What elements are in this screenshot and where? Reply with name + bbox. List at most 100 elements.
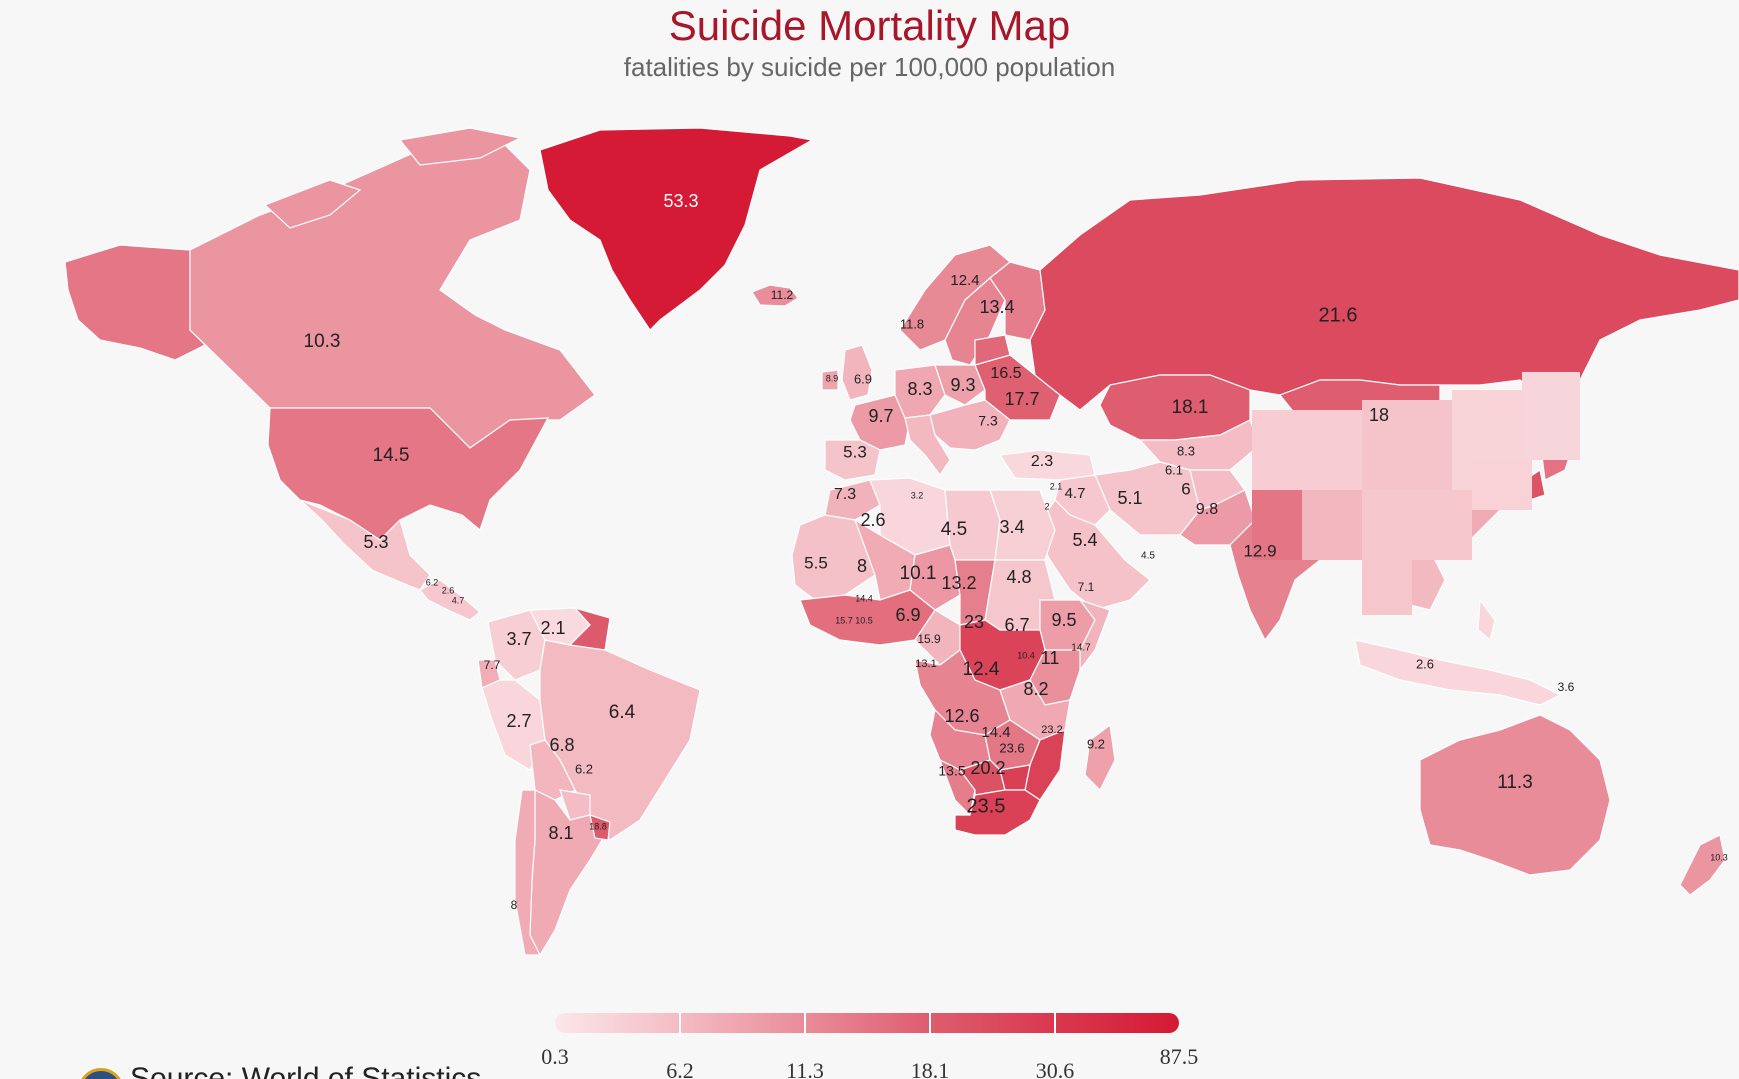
region-label: 2.6 bbox=[860, 510, 885, 530]
region-label: 9.2 bbox=[1087, 736, 1105, 751]
region-label: 3.2 bbox=[911, 490, 924, 500]
map-title: Suicide Mortality Map bbox=[668, 2, 1071, 49]
region-mexico bbox=[299, 499, 431, 591]
region-label: 8.9 bbox=[826, 373, 839, 383]
region-italy bbox=[904, 414, 951, 477]
region-label: 12.6 bbox=[944, 706, 979, 726]
region-label: 4.7 bbox=[1065, 485, 1086, 502]
region-label: 5.1 bbox=[1117, 488, 1142, 508]
region-label: 6.8 bbox=[549, 735, 574, 755]
region-label: 7.3 bbox=[834, 486, 856, 503]
country-shapes bbox=[64, 127, 1739, 957]
source-credit: Source: World of Statistics bbox=[130, 1062, 482, 1079]
region-label: 14.4 bbox=[855, 593, 873, 603]
region-label: 10.3 bbox=[1710, 852, 1728, 862]
region-sweden bbox=[944, 277, 1006, 366]
region-label: 10.1 bbox=[900, 563, 937, 584]
region-uruguay bbox=[589, 814, 611, 841]
region-label: 18 bbox=[1369, 405, 1389, 425]
region-label: 12.9 bbox=[1243, 541, 1276, 560]
region-russia bbox=[1029, 177, 1739, 411]
region-label: 4.5 bbox=[1141, 551, 1155, 562]
legend-tick: 11.3 bbox=[786, 1058, 824, 1079]
region-label: 2.7 bbox=[506, 711, 531, 731]
legend-tick: 30.6 bbox=[1036, 1058, 1075, 1079]
region-label: 6 bbox=[1181, 479, 1190, 498]
region-alaska bbox=[64, 244, 207, 361]
region-label: 16.5 bbox=[990, 365, 1021, 382]
region-new-zealand bbox=[1679, 834, 1726, 896]
map-subtitle: fatalities by suicide per 100,000 popula… bbox=[623, 52, 1116, 82]
region-west-africa-north bbox=[791, 514, 881, 601]
region-uk bbox=[841, 344, 873, 401]
region-label: 3.4 bbox=[999, 517, 1024, 537]
region-usa bbox=[267, 407, 550, 541]
region-ireland bbox=[821, 369, 839, 391]
region-label: 7.3 bbox=[978, 413, 998, 429]
region-label: 4.5 bbox=[941, 519, 967, 540]
region-label: 8 bbox=[511, 898, 518, 912]
region-label: 14.7 bbox=[1071, 643, 1091, 654]
region-label: 9.3 bbox=[950, 375, 975, 395]
region-australia bbox=[1419, 714, 1611, 876]
region-label: 12.4 bbox=[963, 659, 1000, 680]
region-label: 9.5 bbox=[1051, 610, 1076, 630]
region-labels: 53.3 11.2 10.3 14.5 5.3 6.2 2.6 4.7 3.7 … bbox=[304, 191, 1728, 912]
region-label: 2.1 bbox=[540, 618, 565, 638]
region-label: 10.4 bbox=[1017, 650, 1035, 660]
region-label: 5.3 bbox=[843, 442, 867, 461]
region-label: 6.9 bbox=[854, 371, 872, 386]
region-label: 15.7 bbox=[835, 615, 853, 625]
region-label: 11 bbox=[1041, 648, 1060, 668]
region-label: 23.2 bbox=[1041, 724, 1062, 736]
region-philippines bbox=[1477, 598, 1496, 642]
region-canada bbox=[189, 139, 596, 449]
region-label: 13.5 bbox=[938, 763, 965, 779]
region-label: 10.3 bbox=[304, 331, 341, 352]
region-canada-islands-2 bbox=[398, 127, 522, 166]
region-label: 23.6 bbox=[999, 740, 1024, 755]
region-label: 20.2 bbox=[970, 758, 1005, 778]
region-label: 9.7 bbox=[868, 406, 893, 426]
region-baltics bbox=[974, 334, 1011, 366]
region-label: 23 bbox=[964, 612, 984, 632]
region-south-africa bbox=[954, 789, 1041, 836]
region-label: 3.7 bbox=[506, 629, 531, 649]
legend: 0.3 6.2 11.3 18.1 30.6 87.5 bbox=[541, 1013, 1198, 1079]
region-label: 6.9 bbox=[895, 605, 920, 625]
region-label: 8.3 bbox=[907, 379, 932, 399]
region-label: 4.7 bbox=[452, 595, 465, 605]
region-label: 6.1 bbox=[1165, 462, 1183, 477]
region-label: 2 bbox=[1044, 501, 1049, 511]
region-label: 6.7 bbox=[1004, 615, 1029, 635]
region-label: 7.1 bbox=[1078, 580, 1095, 594]
region-label: 11.3 bbox=[1497, 772, 1533, 793]
region-label: 5.4 bbox=[1072, 530, 1097, 550]
region-label: 8.1 bbox=[548, 823, 573, 843]
region-spain bbox=[824, 439, 881, 481]
region-label: 11.2 bbox=[771, 288, 794, 302]
region-greenland bbox=[539, 127, 814, 331]
region-label: 6.2 bbox=[575, 761, 593, 776]
region-label: 13.2 bbox=[941, 573, 976, 593]
region-label: 2.6 bbox=[442, 585, 455, 595]
region-label: 2.3 bbox=[1031, 453, 1053, 470]
legend-bar bbox=[555, 1013, 1179, 1033]
region-belarus-ukraine bbox=[974, 354, 1061, 421]
region-label: 6.4 bbox=[609, 702, 636, 723]
region-label: 12.4 bbox=[950, 272, 979, 289]
legend-tick: 6.2 bbox=[666, 1058, 694, 1079]
region-label: 11.8 bbox=[900, 316, 924, 331]
region-label: 13.4 bbox=[979, 297, 1014, 317]
region-label: 13.1 bbox=[915, 658, 936, 670]
region-iran bbox=[1094, 461, 1201, 536]
region-label: 17.7 bbox=[1004, 389, 1039, 409]
region-canada-islands bbox=[263, 179, 362, 229]
region-label: 9.8 bbox=[1196, 501, 1218, 518]
region-label: 53.3 bbox=[663, 191, 698, 211]
obscured-region bbox=[1252, 372, 1580, 615]
region-poland bbox=[934, 364, 986, 406]
region-iceland bbox=[751, 284, 799, 307]
